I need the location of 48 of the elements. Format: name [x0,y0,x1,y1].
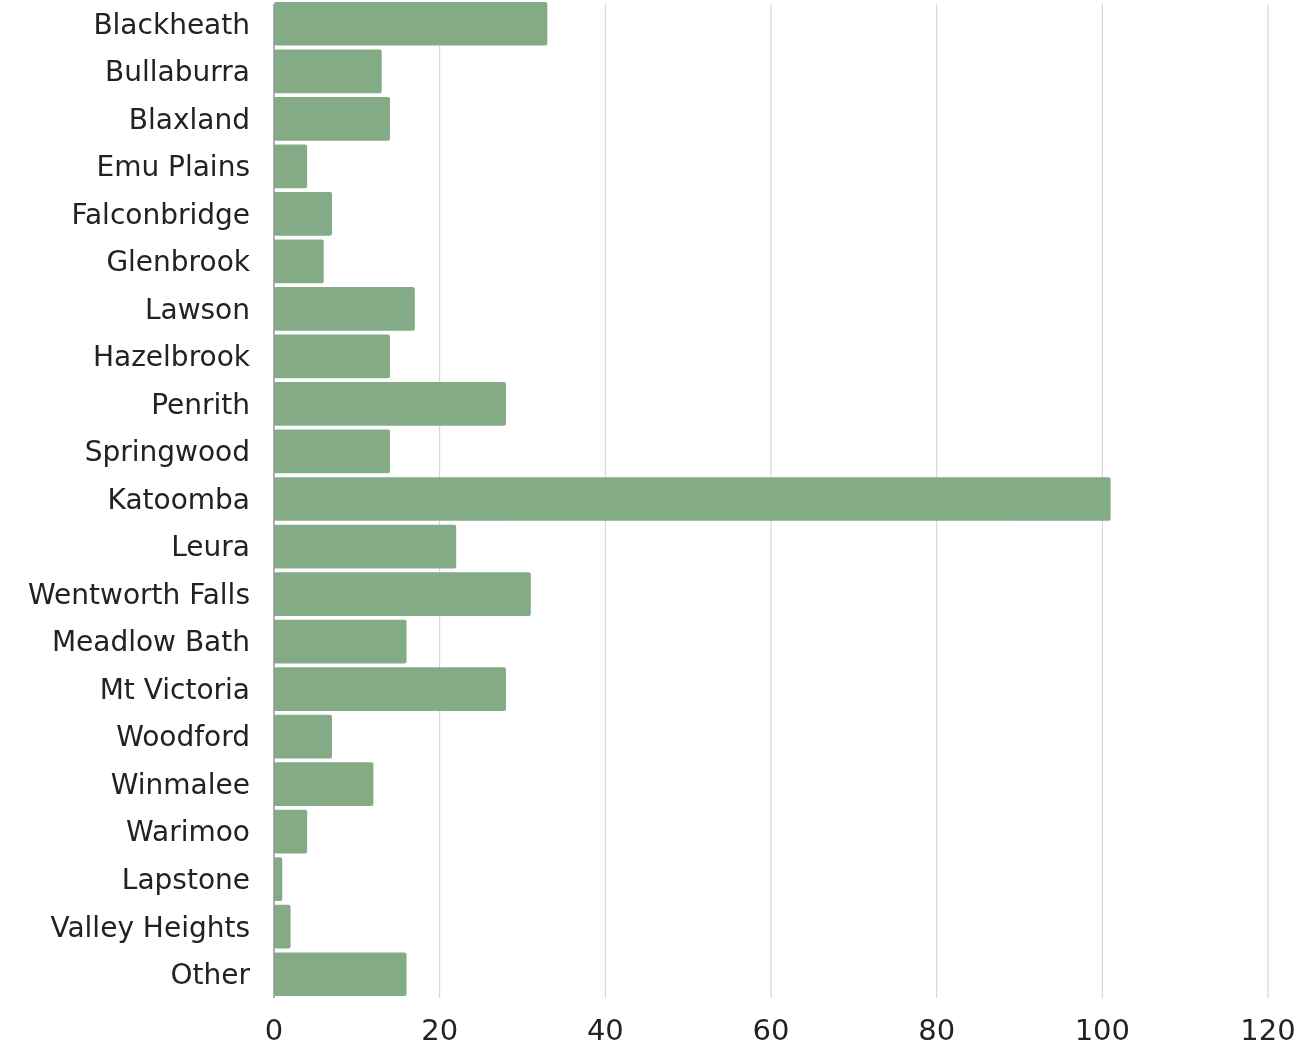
y-tick-label: Lapstone [121,862,250,896]
y-tick-label: Valley Heights [50,910,250,944]
y-tick-label: Other [170,958,251,992]
bar [274,239,324,284]
x-tick-label: 60 [752,1013,790,1046]
y-tick-label: Hazelbrook [92,340,251,374]
x-tick-label: 100 [1074,1013,1131,1046]
bar [274,619,407,664]
y-tick-label: Blaxland [128,102,250,136]
y-tick-label: Warimoo [126,815,250,849]
y-tick-label: Glenbrook [106,245,251,279]
bar [274,334,390,379]
bar [274,904,291,949]
x-tick-label: 80 [918,1013,956,1046]
y-tick-label: Springwood [84,435,250,469]
y-tick-label: Mt Victoria [99,672,250,706]
bar [274,382,506,426]
bar [274,809,308,854]
bar [274,477,1111,521]
bar [274,952,407,997]
y-tick-label: Penrith [151,387,250,421]
bar [274,762,374,806]
bar [274,667,506,711]
bar [274,144,308,189]
bar [274,49,382,94]
x-tick-label: 120 [1240,1013,1296,1046]
y-tick-label: Falconbridge [71,197,250,231]
y-tick-label: Lawson [144,292,250,326]
x-tick-label: 0 [264,1013,284,1046]
bar [274,1,548,46]
bar [274,429,390,474]
x-tick-label: 40 [586,1013,624,1046]
bar [274,714,332,759]
y-tick-label: Meadlow Bath [51,625,250,659]
bar [274,287,415,331]
x-tick-label: 20 [421,1013,459,1046]
y-tick-label: Leura [171,530,250,564]
y-tick-label: Emu Plains [96,150,250,184]
y-tick-label: Bullaburra [105,55,250,89]
bar [274,192,332,236]
y-tick-label: Katoomba [107,482,250,516]
bar [274,572,531,616]
y-tick-label: Woodford [116,720,250,754]
bar [274,524,457,569]
y-tick-label: Wentworth Falls [27,577,250,611]
bar [274,96,390,141]
y-tick-label: Winmalee [110,767,250,801]
y-tick-label: Blackheath [93,7,250,41]
